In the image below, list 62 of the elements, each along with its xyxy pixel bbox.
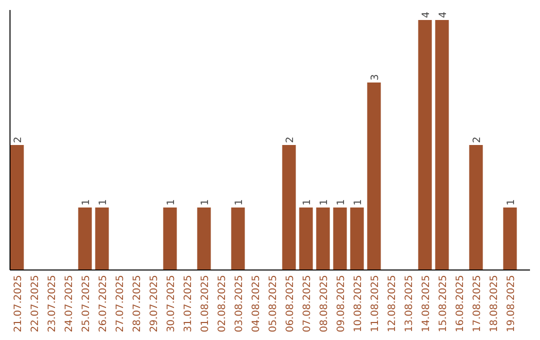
- data-label: 1: [302, 199, 313, 206]
- bar: [333, 208, 347, 270]
- data-label: 1: [234, 199, 245, 206]
- x-tick-label: 31.07.2025: [183, 275, 194, 332]
- bar: [316, 208, 330, 270]
- x-tick-label: 27.07.2025: [115, 275, 126, 332]
- x-tick-label: 04.08.2025: [251, 275, 262, 332]
- data-label: 1: [81, 199, 92, 206]
- x-tick-label: 01.08.2025: [200, 275, 211, 332]
- data-label: 1: [98, 199, 109, 206]
- x-tick-label: 22.07.2025: [30, 275, 41, 332]
- x-tick-label: 29.07.2025: [149, 275, 160, 332]
- bar: [10, 145, 24, 270]
- data-label: 4: [438, 12, 449, 18]
- x-tick-label: 16.08.2025: [455, 275, 466, 332]
- x-tick-label: 18.08.2025: [489, 275, 500, 332]
- bar: [435, 20, 449, 270]
- bar: [469, 145, 483, 270]
- x-tick-label: 24.07.2025: [64, 275, 75, 332]
- data-label: 1: [166, 199, 177, 206]
- x-tick-label: 02.08.2025: [217, 275, 228, 332]
- x-tick-label: 17.08.2025: [472, 275, 483, 332]
- bar: [282, 145, 296, 270]
- x-tick-label: 06.08.2025: [285, 275, 296, 332]
- data-label: 1: [336, 199, 347, 206]
- data-label: 1: [319, 199, 330, 206]
- x-tick-label: 14.08.2025: [421, 275, 432, 332]
- bar: [299, 208, 313, 270]
- bar: [350, 208, 364, 270]
- x-tick-label: 08.08.2025: [319, 275, 330, 332]
- data-label: 1: [200, 199, 211, 206]
- data-label: 3: [370, 74, 381, 80]
- x-tick-label: 07.08.2025: [302, 275, 313, 332]
- x-tick-label: 13.08.2025: [404, 275, 415, 332]
- x-tick-label: 15.08.2025: [438, 275, 449, 332]
- x-tick-label: 21.07.2025: [13, 275, 24, 332]
- x-tick-label: 03.08.2025: [234, 275, 245, 332]
- bar: [197, 208, 211, 270]
- x-tick-label: 10.08.2025: [353, 275, 364, 332]
- bar: [163, 208, 177, 270]
- x-tick-label: 23.07.2025: [47, 275, 58, 332]
- x-tick-label: 12.08.2025: [387, 275, 398, 332]
- data-label: 4: [421, 12, 432, 18]
- data-label: 1: [506, 199, 517, 206]
- bar: [95, 208, 109, 270]
- data-label: 2: [13, 136, 24, 143]
- x-tick-label: 28.07.2025: [132, 275, 143, 332]
- bar: [78, 208, 92, 270]
- data-label: 2: [472, 136, 483, 143]
- data-label: 1: [353, 199, 364, 206]
- bar: [503, 208, 517, 270]
- x-tick-label: 25.07.2025: [81, 275, 92, 332]
- x-tick-label: 05.08.2025: [268, 275, 279, 332]
- x-tick-label: 19.08.2025: [506, 275, 517, 332]
- bar: [231, 208, 245, 270]
- bar: [418, 20, 432, 270]
- bar: [367, 82, 381, 270]
- x-tick-label: 09.08.2025: [336, 275, 347, 332]
- x-tick-label: 11.08.2025: [370, 275, 381, 332]
- x-tick-label: 30.07.2025: [166, 275, 177, 332]
- x-tick-label: 26.07.2025: [98, 275, 109, 332]
- data-label: 2: [285, 136, 296, 143]
